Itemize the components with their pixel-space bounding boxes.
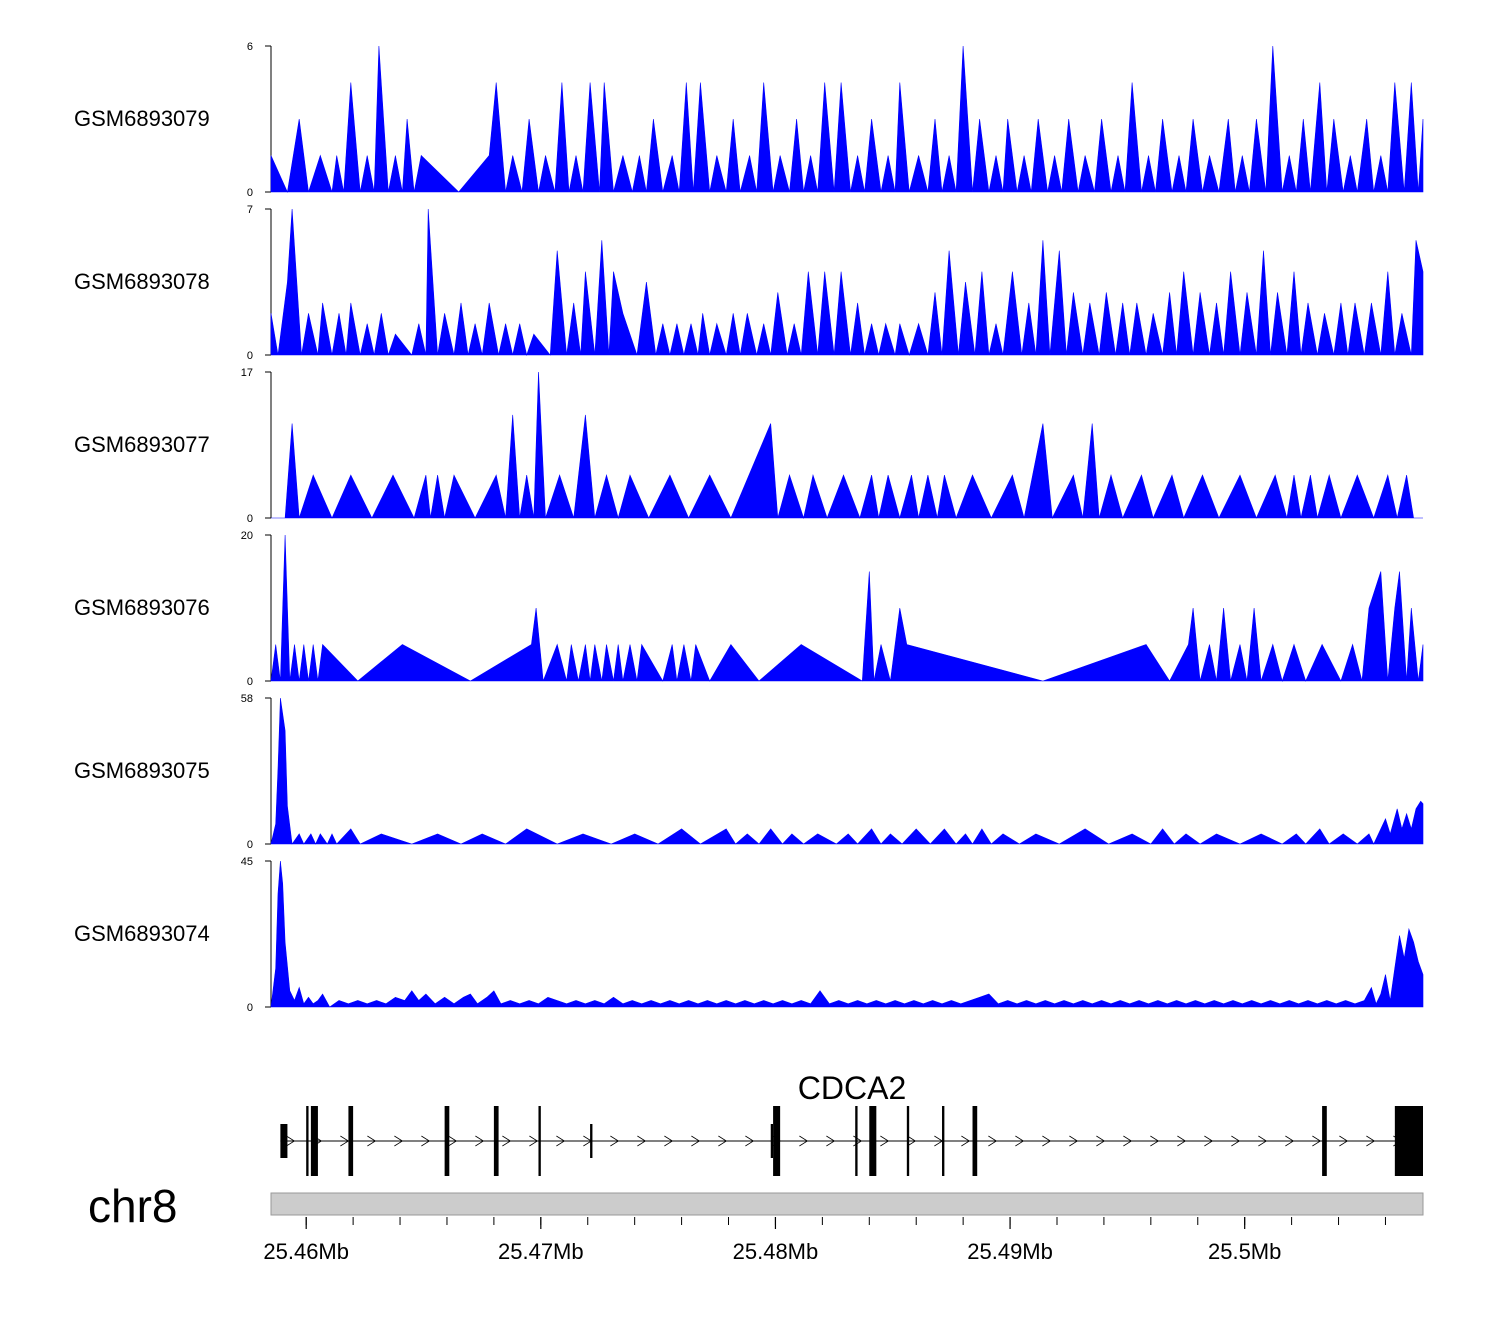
strand-arrow bbox=[1366, 1135, 1376, 1147]
track-label: GSM6893075 bbox=[74, 758, 210, 783]
gene-exon bbox=[855, 1106, 858, 1176]
strand-arrow bbox=[1123, 1135, 1133, 1147]
strand-arrow bbox=[1231, 1135, 1241, 1147]
strand-arrow bbox=[1312, 1135, 1322, 1147]
strand-arrow bbox=[1339, 1135, 1349, 1147]
gene-exon bbox=[770, 1124, 774, 1158]
track-label: GSM6893079 bbox=[74, 106, 210, 131]
coverage-tracks: GSM689307960GSM689307870GSM6893077170GSM… bbox=[74, 41, 1424, 1014]
genomic-axis: 25.46Mb 25.47Mb 25.48Mb 25.49Mb 25.5Mb bbox=[263, 1217, 1386, 1264]
chromosome-label: chr8 bbox=[88, 1180, 177, 1232]
strand-arrow bbox=[1042, 1135, 1052, 1147]
coverage-area bbox=[270, 45, 1424, 194]
coverage-track: GSM6893079 6 0 bbox=[74, 41, 1424, 199]
strand-arrow bbox=[421, 1135, 431, 1147]
coverage-track: GSM6893075 58 0 bbox=[74, 693, 1424, 851]
strand-arrow bbox=[475, 1135, 485, 1147]
coverage-track: GSM6893076 20 0 bbox=[74, 530, 1424, 688]
strand-arrow bbox=[1204, 1135, 1214, 1147]
gene-exon bbox=[942, 1106, 945, 1176]
y-tick-label-max: 58 bbox=[241, 693, 253, 705]
coverage-area bbox=[270, 860, 1424, 1008]
coverage-track: GSM6893077 17 0 bbox=[74, 367, 1423, 525]
y-tick-label-max: 17 bbox=[241, 367, 253, 379]
track-label: GSM6893076 bbox=[74, 595, 210, 620]
strand-arrow bbox=[745, 1135, 755, 1147]
coverage-track: GSM6893078 7 0 bbox=[74, 204, 1424, 362]
strand-arrow bbox=[367, 1135, 377, 1147]
y-tick-label-min: 0 bbox=[247, 513, 253, 525]
coverage-area bbox=[270, 534, 1424, 683]
strand-arrow bbox=[1069, 1135, 1079, 1147]
gene-exon bbox=[773, 1106, 781, 1176]
y-tick-label-max: 7 bbox=[247, 204, 253, 216]
y-tick-label-min: 0 bbox=[247, 187, 253, 199]
gene-exon bbox=[310, 1106, 318, 1176]
y-tick-label-min: 0 bbox=[247, 839, 253, 851]
strand-arrow bbox=[880, 1135, 890, 1147]
strand-arrow bbox=[529, 1135, 539, 1147]
strand-arrow bbox=[961, 1135, 971, 1147]
y-tick-label-max: 20 bbox=[241, 530, 253, 542]
track-label: GSM6893074 bbox=[74, 921, 210, 946]
strand-arrow bbox=[610, 1135, 620, 1147]
y-tick-label-min: 0 bbox=[247, 350, 253, 362]
gene-name-label: CDCA2 bbox=[798, 1070, 906, 1106]
coverage-area bbox=[270, 697, 1424, 845]
strand-arrow bbox=[718, 1135, 728, 1147]
strand-arrow bbox=[286, 1135, 296, 1147]
gene-exon bbox=[348, 1106, 354, 1176]
coverage-area bbox=[270, 208, 1424, 357]
strand-arrow bbox=[1285, 1135, 1295, 1147]
x-tick-label: 25.48Mb bbox=[733, 1239, 819, 1264]
gene-exon bbox=[1322, 1106, 1327, 1176]
coverage-area bbox=[271, 371, 1423, 520]
gene-exon bbox=[906, 1106, 910, 1176]
strand-arrow bbox=[907, 1135, 917, 1147]
gene-exon bbox=[590, 1124, 593, 1158]
gene-exon bbox=[869, 1106, 877, 1176]
strand-arrow bbox=[502, 1135, 512, 1147]
y-tick-label-max: 6 bbox=[247, 41, 253, 53]
strand-arrow bbox=[988, 1135, 998, 1147]
gene-exon bbox=[306, 1106, 309, 1176]
strand-arrow bbox=[1150, 1135, 1160, 1147]
y-tick-label-max: 45 bbox=[241, 856, 253, 868]
track-label: GSM6893078 bbox=[74, 269, 210, 294]
gene-exon bbox=[493, 1106, 499, 1176]
strand-arrow bbox=[664, 1135, 674, 1147]
strand-arrow bbox=[394, 1135, 404, 1147]
y-tick-label-min: 0 bbox=[247, 1002, 253, 1014]
chromosome-bar bbox=[270, 1192, 1424, 1216]
x-tick-label: 25.49Mb bbox=[967, 1239, 1053, 1264]
x-tick-label: 25.46Mb bbox=[263, 1239, 349, 1264]
chromosome-axis-track: chr8 25.46Mb 25.47Mb 25.48Mb 25.49Mb 25.5Mb bbox=[88, 1180, 1424, 1264]
gene-exon bbox=[444, 1106, 450, 1176]
strand-arrow bbox=[799, 1135, 809, 1147]
gene-exon bbox=[972, 1106, 978, 1176]
gene-exon bbox=[1394, 1106, 1423, 1176]
strand-arrow bbox=[556, 1135, 566, 1147]
strand-arrow bbox=[691, 1135, 701, 1147]
gene-model-track: CDCA2 bbox=[280, 1070, 1423, 1176]
strand-arrow bbox=[1258, 1135, 1268, 1147]
strand-arrow bbox=[1015, 1135, 1025, 1147]
strand-arrow bbox=[1177, 1135, 1187, 1147]
coverage-track: GSM6893074 45 0 bbox=[74, 856, 1424, 1014]
strand-arrow bbox=[637, 1135, 647, 1147]
x-tick-label: 25.47Mb bbox=[498, 1239, 584, 1264]
strand-arrow bbox=[826, 1135, 836, 1147]
strand-arrow bbox=[340, 1135, 350, 1147]
gene-exon bbox=[538, 1106, 541, 1176]
strand-arrow bbox=[448, 1135, 458, 1147]
strand-arrow bbox=[1096, 1135, 1106, 1147]
gene-exon bbox=[280, 1124, 288, 1158]
y-tick-label-min: 0 bbox=[247, 676, 253, 688]
track-label: GSM6893077 bbox=[74, 432, 210, 457]
x-tick-label: 25.5Mb bbox=[1208, 1239, 1281, 1264]
